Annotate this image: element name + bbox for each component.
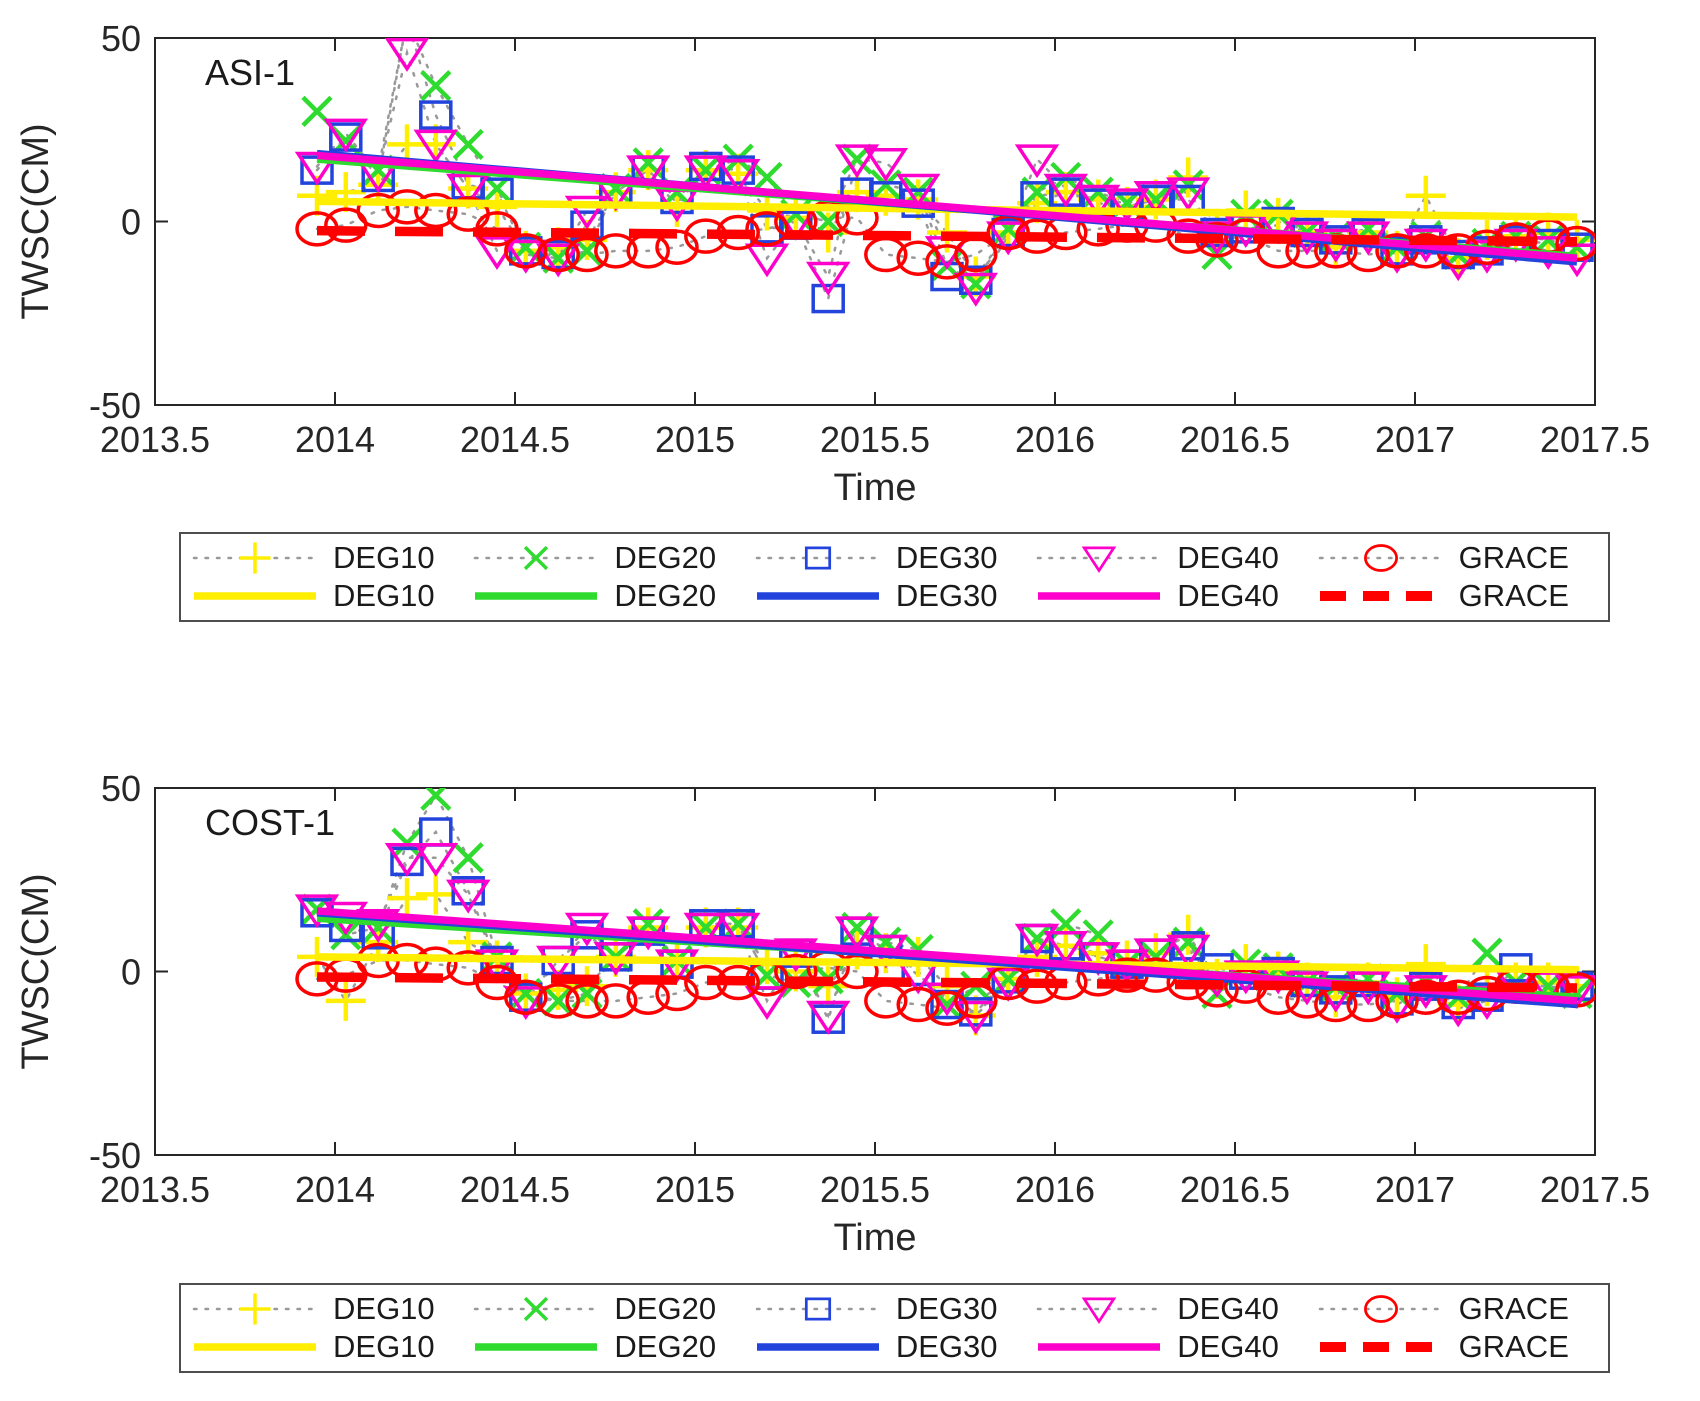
legend-row-markers: DEG10 DEG20 DEG30 DEG40 GRACE [191,1290,1598,1326]
deg10-trendline-icon [191,1330,319,1364]
svg-text:2016: 2016 [1015,1169,1095,1210]
legend-entry-deg40-marker: DEG40 [1035,1290,1316,1326]
legend-label: DEG40 [1177,1329,1279,1365]
legend-cost-1: DEG10 DEG20 DEG30 DEG40 GRACE DEG10 DEG20 DEG30… [179,1283,1610,1373]
legend-entry-deg40-line: DEG40 [1035,1330,1316,1364]
square-marker-icon [754,541,882,575]
svg-text:TWSC(CM): TWSC(CM) [15,123,57,319]
svg-text:Time: Time [833,1217,916,1255]
legend-entry-deg30-marker: DEG30 [754,539,1035,575]
deg40-trendline-icon [1035,579,1163,613]
legend-label: DEG40 [1177,539,1279,575]
x-marker-icon [472,1292,600,1326]
legend-label: DEG20 [614,1290,717,1326]
legend-row-trends: DEG10 DEG20 DEG30 DEG40 GRACE [191,579,1598,613]
legend-label: DEG10 [333,539,435,575]
triangle-down-marker-icon [1035,1292,1163,1326]
legend-label: GRACE [1458,539,1569,575]
legend-label: GRACE [1458,1290,1569,1326]
svg-text:0: 0 [121,202,141,243]
svg-text:-50: -50 [89,1135,141,1176]
legend-entry-deg20-marker: DEG20 [472,539,753,575]
legend-entry-deg30-line: DEG30 [754,579,1035,613]
legend-label: DEG10 [333,1329,435,1365]
legend-entry-grace-marker: GRACE [1317,1290,1598,1326]
legend-label: DEG10 [333,1290,435,1326]
legend-label: DEG40 [1177,1290,1279,1326]
cost-1-chart: 2013.5 2014 2014.5 2015 2015.5 2016 2016.5 2017… [15,768,1650,1255]
legend-label: DEG20 [614,578,717,614]
legend-entry-deg40-line: DEG40 [1035,579,1316,613]
svg-text:2015: 2015 [655,419,735,460]
svg-text:Time: Time [833,467,916,505]
svg-text:2016.5: 2016.5 [1180,419,1290,460]
legend-entry-deg20-line: DEG20 [472,579,753,613]
svg-text:2017: 2017 [1375,419,1455,460]
svg-text:2014.5: 2014.5 [460,419,570,460]
legend-entry-grace-marker: GRACE [1317,539,1598,575]
svg-text:2017: 2017 [1375,1169,1455,1210]
svg-text:2015.5: 2015.5 [820,1169,930,1210]
svg-text:2015: 2015 [655,1169,735,1210]
svg-text:2017.5: 2017.5 [1540,419,1650,460]
legend-row-markers: DEG10 DEG20 DEG30 DEG40 GRACE [191,539,1598,575]
grace-trendline-icon [1317,579,1445,613]
circle-marker-icon [1317,1292,1445,1326]
deg30-trendline-icon [754,1330,882,1364]
legend-label: GRACE [1458,578,1569,614]
svg-text:2013.5: 2013.5 [100,419,210,460]
svg-text:-50: -50 [89,385,141,426]
legend-entry-deg20-marker: DEG20 [472,1290,753,1326]
legend-entry-deg10-marker: DEG10 [191,1290,472,1326]
plus-marker-icon [191,1292,319,1326]
legend-entry-grace-line: GRACE [1317,1330,1598,1364]
deg20-trendline-icon [472,1330,600,1364]
deg10-trendline-icon [191,579,319,613]
svg-text:2015.5: 2015.5 [820,419,930,460]
svg-text:COST-1: COST-1 [205,802,335,843]
svg-text:50: 50 [101,18,141,59]
legend-entry-deg20-line: DEG20 [472,1330,753,1364]
legend-row-trends: DEG10 DEG20 DEG30 DEG40 GRACE [191,1330,1598,1364]
circle-marker-icon [1317,541,1445,575]
legend-entry-deg40-marker: DEG40 [1035,539,1316,575]
legend-entry-deg10-line: DEG10 [191,579,472,613]
svg-text:ASI-1: ASI-1 [205,52,295,93]
legend-label: DEG20 [614,1329,717,1365]
svg-text:2017.5: 2017.5 [1540,1169,1650,1210]
legend-entry-deg30-marker: DEG30 [754,1290,1035,1326]
svg-text:2016.5: 2016.5 [1180,1169,1290,1210]
legend-entry-grace-line: GRACE [1317,579,1598,613]
svg-text:TWSC(CM): TWSC(CM) [15,873,57,1069]
svg-text:2013.5: 2013.5 [100,1169,210,1210]
svg-text:2016: 2016 [1015,419,1095,460]
deg30-trendline-icon [754,579,882,613]
legend-label: GRACE [1458,1329,1569,1365]
legend-label: DEG40 [1177,578,1279,614]
legend-entry-deg30-line: DEG30 [754,1330,1035,1364]
asi-1-chart: 2013.5 2014 2014.5 2015 2015.5 2016 2016.5 2017… [15,18,1650,505]
grace-trendline-icon [1317,1330,1445,1364]
svg-text:50: 50 [101,768,141,809]
legend-label: DEG30 [895,578,998,614]
legend-entry-deg10-marker: DEG10 [191,539,472,575]
svg-text:2014: 2014 [295,1169,375,1210]
x-marker-icon [472,541,600,575]
legend-label: DEG20 [614,539,717,575]
triangle-down-marker-icon [1035,541,1163,575]
legend-label: DEG10 [333,578,435,614]
plus-marker-icon [191,541,319,575]
legend-label: DEG30 [895,1290,998,1326]
legend-asi-1: DEG10 DEG20 DEG30 DEG40 GRACE DEG10 DEG20 DEG30… [179,532,1610,622]
legend-entry-deg10-line: DEG10 [191,1330,472,1364]
deg40-trendline-icon [1035,1330,1163,1364]
square-marker-icon [754,1292,882,1326]
svg-text:2014: 2014 [295,419,375,460]
legend-label: DEG30 [895,1329,998,1365]
deg20-trendline-icon [472,579,600,613]
svg-text:2014.5: 2014.5 [460,1169,570,1210]
svg-text:0: 0 [121,952,141,993]
legend-label: DEG30 [895,539,998,575]
